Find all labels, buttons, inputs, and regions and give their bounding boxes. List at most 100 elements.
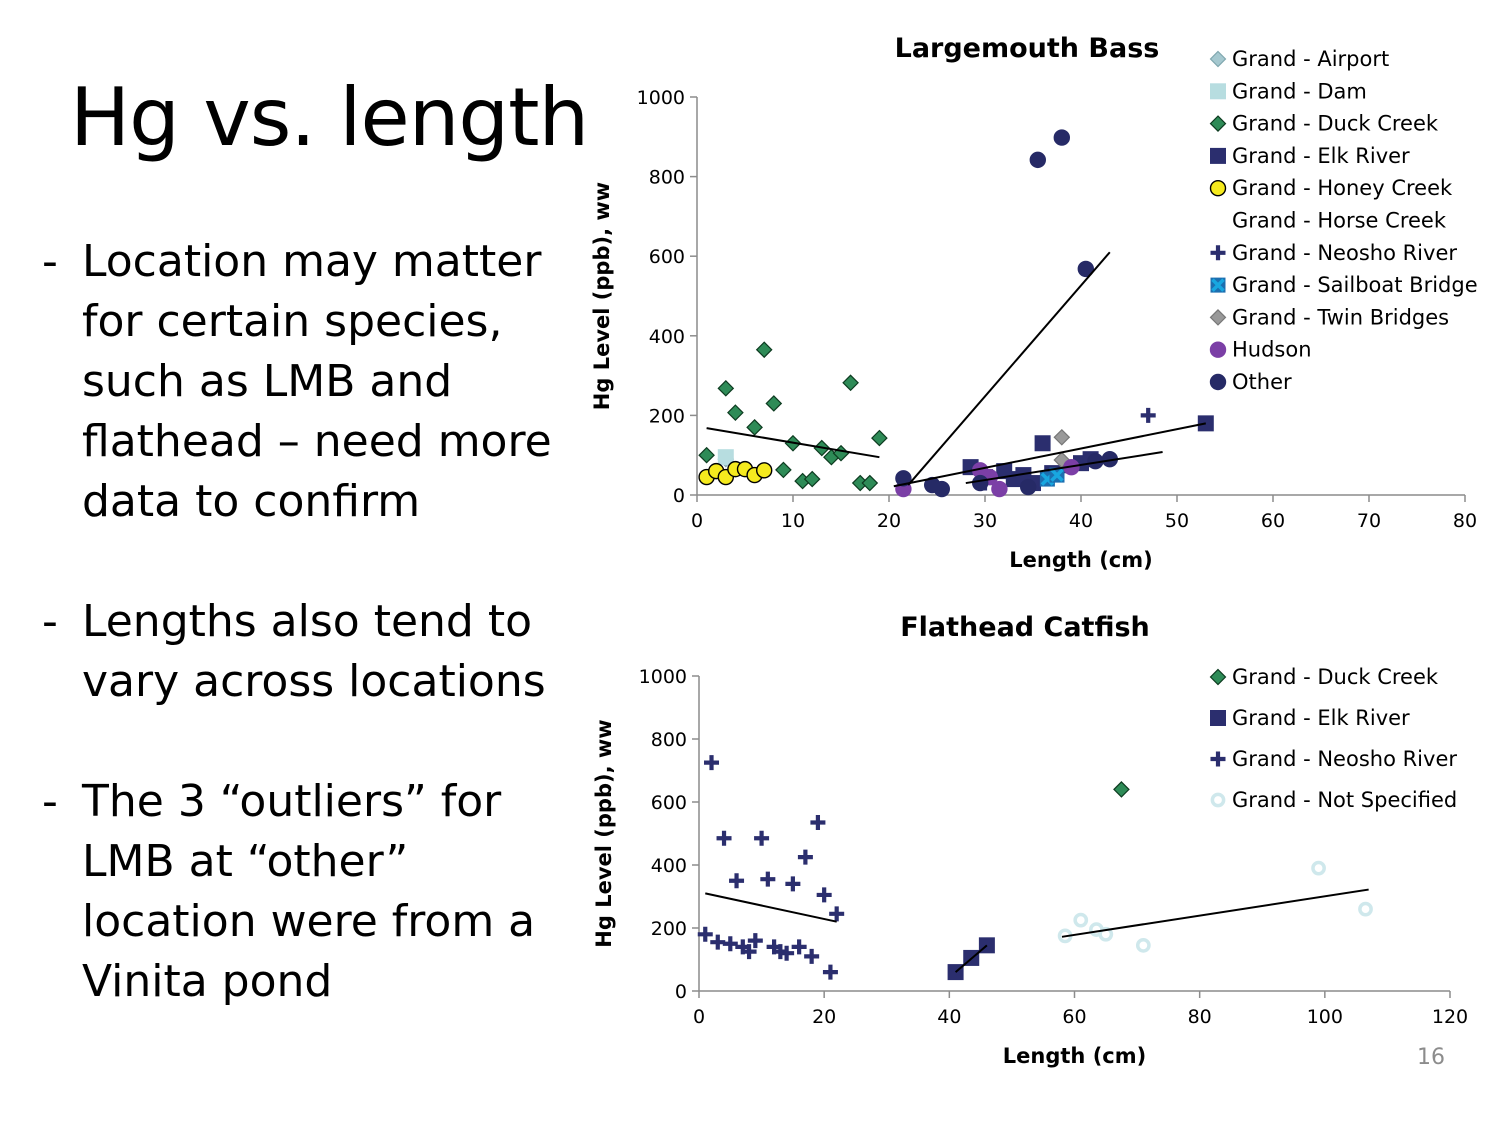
data-point: [1034, 435, 1051, 452]
legend-marker: [1210, 792, 1226, 808]
data-point: [1358, 901, 1373, 917]
data-point: [861, 474, 879, 492]
trendline: [907, 251, 1111, 486]
trendline: [1061, 888, 1369, 938]
data-point: [871, 429, 888, 447]
legend-item-grand-neosho-river: Grand - Neosho River: [1210, 241, 1457, 265]
y-tick-label: 400: [649, 326, 685, 348]
series-grand-not-specified: [1057, 860, 1373, 953]
data-point: [810, 814, 826, 830]
series-grand-duck-creek: [698, 341, 888, 492]
legend-label: Hudson: [1232, 338, 1312, 362]
legend-marker: [1210, 751, 1226, 767]
bullet-text: The 3 “outliers” for LMB at “other” loca…: [82, 776, 536, 1007]
legend-marker: [1210, 83, 1226, 100]
legend-item-grand-duck-creek: Grand - Duck Creek: [1209, 112, 1439, 136]
flathead-catfish-chart: Flathead Catfish 0 200 400 600 800 1000 0 20 40 60…: [592, 612, 1468, 1068]
data-point: [765, 395, 783, 412]
x-tick-label: 50: [1165, 510, 1189, 532]
data-point: [710, 934, 726, 950]
data-point: [735, 939, 751, 955]
x-tick-label: 20: [812, 1006, 836, 1028]
data-point: [755, 462, 773, 479]
legend-item-other: Other: [1209, 370, 1292, 394]
data-point: [704, 755, 720, 771]
bullet-dash: -: [42, 596, 58, 647]
data-point: [1311, 860, 1326, 876]
series-grand-elk-river: [962, 415, 1214, 492]
data-point: [779, 945, 795, 961]
page-number: 16: [1417, 1045, 1445, 1070]
legend-marker: [1210, 277, 1226, 293]
legend-marker: [1210, 710, 1226, 726]
legend-item-grand-honey-creek: Grand - Honey Creek: [1209, 176, 1453, 200]
x-axis-title: Length (cm): [1009, 548, 1152, 572]
x-tick-label: 40: [937, 1006, 961, 1028]
bullet-lengths-vary: - Lengths also tend to vary across locat…: [42, 592, 562, 712]
legend-label: Grand - Sailboat Bridge: [1232, 273, 1478, 297]
y-axis-title: Hg Level (ppb), ww: [592, 719, 616, 947]
data-point: [729, 873, 745, 889]
legend-item-grand-horse-creek: Grand - Horse Creek: [1232, 209, 1447, 233]
series-grand-honey-creek: [698, 460, 773, 486]
legend-item-grand-duck-creek: Grand - Duck Creek: [1209, 665, 1439, 689]
y-tick-label: 200: [651, 918, 687, 940]
slide-title: Hg vs. length: [70, 71, 589, 164]
legend-marker: [1209, 179, 1227, 197]
data-point: [727, 404, 744, 421]
series-other: [895, 129, 1118, 498]
y-tick-label: 0: [673, 485, 685, 507]
legend-item-grand-not-specified: Grand - Not Specified: [1210, 788, 1457, 812]
legend-marker: [1210, 245, 1226, 261]
legend-item-grand-elk-river: Grand - Elk River: [1210, 144, 1410, 168]
bullet-outliers: - The 3 “outliers” for LMB at “other” lo…: [42, 772, 562, 1012]
series-grand-duck-creek: [1113, 781, 1130, 798]
data-point: [1113, 781, 1130, 798]
data-point: [717, 449, 734, 466]
data-point: [1140, 407, 1156, 423]
x-tick-label: 0: [691, 510, 703, 532]
x-tick-label: 100: [1307, 1006, 1343, 1028]
legend-marker: [1209, 50, 1227, 68]
data-point: [755, 341, 773, 359]
y-axis-title: Hg Level (ppb), ww: [590, 182, 614, 410]
legend-item-grand-elk-river: Grand - Elk River: [1210, 706, 1410, 730]
series-grand-neosho-river: [697, 755, 845, 980]
x-axis-title: Length (cm): [1003, 1044, 1146, 1068]
bullet-location-matters: - Location may matter for certain specie…: [42, 232, 562, 532]
x-tick-label: 10: [781, 510, 805, 532]
y-tick-label: 600: [651, 792, 687, 814]
data-point: [1053, 428, 1071, 446]
x-tick-label: 40: [1069, 510, 1093, 532]
bullet-text: Lengths also tend to vary across locatio…: [82, 596, 546, 707]
legend-item-grand-sailboat-bridge: Grand - Sailboat Bridge: [1210, 273, 1478, 297]
legend-marker: [1209, 115, 1227, 132]
legend-marker: [1210, 147, 1226, 164]
trendline: [893, 422, 1206, 488]
trendline: [954, 944, 988, 973]
legend-label: Grand - Twin Bridges: [1232, 305, 1449, 329]
bullet-dash: -: [42, 776, 58, 827]
bullet-dash: -: [42, 236, 58, 287]
data-point: [717, 379, 735, 397]
data-point: [829, 906, 845, 922]
y-tick-label: 1000: [639, 666, 687, 688]
data-point: [803, 470, 821, 488]
legend-label: Grand - Not Specified: [1232, 788, 1457, 812]
data-point: [1077, 260, 1094, 278]
data-point: [760, 871, 776, 887]
x-tick-label: 30: [973, 510, 997, 532]
chart-title: Largemouth Bass: [895, 33, 1160, 64]
legend: Grand - Airport Grand - Dam Grand - Duck C…: [1209, 47, 1478, 394]
legend-label: Grand - Neosho River: [1232, 747, 1457, 771]
chart-title: Flathead Catfish: [900, 612, 1150, 643]
y-tick-label: 1000: [637, 87, 685, 109]
series-grand-sailboat-bridge: [1039, 467, 1065, 487]
data-point: [741, 944, 757, 960]
data-point: [1053, 129, 1070, 146]
data-point: [697, 926, 713, 942]
legend-label: Grand - Duck Creek: [1232, 665, 1439, 689]
largemouth-bass-chart: Largemouth Bass 0 200 400 600 800 1000 0 10 20 30 4…: [590, 33, 1478, 572]
data-point: [1197, 415, 1214, 432]
data-point: [722, 936, 738, 952]
